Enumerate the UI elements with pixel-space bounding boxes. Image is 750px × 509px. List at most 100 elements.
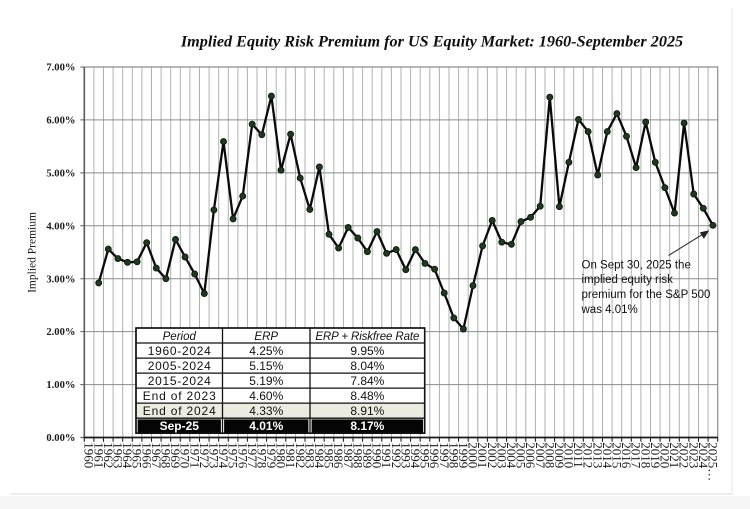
svg-text:Period: Period <box>163 331 197 343</box>
svg-text:premium for the S&P 500: premium for the S&P 500 <box>582 289 711 301</box>
svg-text:4.01%: 4.01% <box>249 419 283 433</box>
svg-text:implied equity risk: implied equity risk <box>582 274 674 286</box>
svg-text:2019: 2019 <box>648 442 663 468</box>
svg-text:2025…: 2025… <box>706 442 721 481</box>
svg-text:2015: 2015 <box>610 442 625 468</box>
svg-text:2013: 2013 <box>590 442 605 468</box>
svg-text:1991: 1991 <box>379 442 394 468</box>
svg-text:2023: 2023 <box>686 442 701 468</box>
svg-text:1997: 1997 <box>437 442 452 469</box>
svg-text:1962: 1962 <box>101 442 116 468</box>
svg-text:5.15%: 5.15% <box>249 359 283 373</box>
svg-text:1990: 1990 <box>370 442 385 468</box>
svg-text:1.00%: 1.00% <box>46 380 75 391</box>
svg-text:1960: 1960 <box>82 442 97 468</box>
svg-text:1970: 1970 <box>178 442 193 468</box>
svg-text:ERP: ERP <box>254 331 278 343</box>
svg-text:1963: 1963 <box>111 442 126 468</box>
svg-text:1983: 1983 <box>302 442 317 468</box>
svg-text:7.84%: 7.84% <box>350 374 384 388</box>
svg-text:2004: 2004 <box>504 442 519 469</box>
svg-text:2012: 2012 <box>581 442 596 468</box>
svg-text:2005: 2005 <box>514 442 529 468</box>
svg-text:1998: 1998 <box>446 442 461 468</box>
svg-text:1973: 1973 <box>207 442 222 468</box>
svg-text:1992: 1992 <box>389 442 404 468</box>
svg-text:8.04%: 8.04% <box>350 359 384 373</box>
svg-text:1984: 1984 <box>312 442 327 469</box>
svg-text:8.48%: 8.48% <box>350 389 384 403</box>
svg-text:End of 2024: End of 2024 <box>143 404 216 418</box>
svg-text:8.17%: 8.17% <box>350 419 384 433</box>
svg-text:2.00%: 2.00% <box>46 327 75 338</box>
svg-text:2011: 2011 <box>571 442 586 468</box>
svg-text:7.00%: 7.00% <box>46 63 75 74</box>
svg-text:2018: 2018 <box>638 442 653 468</box>
svg-text:End of 2023: End of 2023 <box>143 389 216 403</box>
svg-text:1975: 1975 <box>226 442 241 468</box>
svg-text:1964: 1964 <box>120 442 135 469</box>
svg-text:1994: 1994 <box>408 442 423 469</box>
svg-text:1965: 1965 <box>130 442 145 468</box>
svg-text:On Sept 30, 2025 the: On Sept 30, 2025 the <box>582 259 691 271</box>
svg-text:3.00%: 3.00% <box>46 274 75 285</box>
svg-text:1980: 1980 <box>274 442 289 468</box>
svg-text:2003: 2003 <box>494 442 509 468</box>
svg-text:1979: 1979 <box>264 442 279 468</box>
svg-text:2021: 2021 <box>667 442 682 468</box>
svg-text:2000: 2000 <box>466 442 481 468</box>
svg-text:1966: 1966 <box>139 442 154 469</box>
svg-text:9.95%: 9.95% <box>350 344 384 358</box>
svg-text:2022: 2022 <box>677 442 692 468</box>
svg-text:1988: 1988 <box>350 442 365 468</box>
svg-text:Implied Equity Risk Premium fo: Implied Equity Risk Premium for US Equit… <box>180 33 683 51</box>
svg-text:1987: 1987 <box>341 442 356 469</box>
svg-text:2008: 2008 <box>542 442 557 468</box>
svg-text:1976: 1976 <box>235 442 250 469</box>
svg-text:4.60%: 4.60% <box>249 389 283 403</box>
svg-text:2014: 2014 <box>600 442 615 469</box>
svg-text:ERP + Riskfree Rate: ERP + Riskfree Rate <box>315 331 419 343</box>
svg-text:Implied Premium: Implied Premium <box>27 212 39 293</box>
svg-text:2002: 2002 <box>485 442 500 468</box>
svg-text:2020: 2020 <box>658 442 673 468</box>
svg-text:2024: 2024 <box>696 442 711 469</box>
svg-text:1969: 1969 <box>168 442 183 468</box>
svg-text:Sep-25: Sep-25 <box>160 419 200 433</box>
svg-text:1986: 1986 <box>331 442 346 469</box>
svg-text:1977: 1977 <box>245 442 260 469</box>
svg-text:1971: 1971 <box>187 442 202 468</box>
svg-text:1978: 1978 <box>254 442 269 468</box>
svg-text:1972: 1972 <box>197 442 212 468</box>
svg-text:4.33%: 4.33% <box>249 404 283 418</box>
svg-text:2001: 2001 <box>475 442 490 468</box>
svg-text:1982: 1982 <box>293 442 308 468</box>
svg-text:2009: 2009 <box>552 442 567 468</box>
svg-text:5.19%: 5.19% <box>249 374 283 388</box>
svg-text:0.00%: 0.00% <box>46 433 75 444</box>
svg-text:1974: 1974 <box>216 442 231 469</box>
svg-text:6.00%: 6.00% <box>46 116 75 127</box>
svg-text:1995: 1995 <box>418 442 433 468</box>
svg-text:1996: 1996 <box>427 442 442 469</box>
svg-text:8.91%: 8.91% <box>350 404 384 418</box>
svg-text:2017: 2017 <box>629 442 644 469</box>
svg-text:4.00%: 4.00% <box>46 221 75 232</box>
svg-text:2010: 2010 <box>562 442 577 468</box>
svg-text:1960-2024: 1960-2024 <box>148 344 211 358</box>
svg-text:1967: 1967 <box>149 442 164 469</box>
svg-text:4.25%: 4.25% <box>249 344 283 358</box>
svg-text:was 4.01%: was 4.01% <box>581 304 638 316</box>
svg-text:1968: 1968 <box>159 442 174 468</box>
svg-text:2016: 2016 <box>619 442 634 469</box>
svg-text:1989: 1989 <box>360 442 375 468</box>
svg-text:1999: 1999 <box>456 442 471 468</box>
svg-text:5.00%: 5.00% <box>46 169 75 180</box>
svg-text:2007: 2007 <box>533 442 548 469</box>
svg-text:1985: 1985 <box>322 442 337 468</box>
svg-text:2015-2024: 2015-2024 <box>148 374 211 388</box>
svg-text:1993: 1993 <box>398 442 413 468</box>
svg-text:2005-2024: 2005-2024 <box>148 359 211 373</box>
svg-text:1981: 1981 <box>283 442 298 468</box>
svg-text:1961: 1961 <box>91 442 106 468</box>
